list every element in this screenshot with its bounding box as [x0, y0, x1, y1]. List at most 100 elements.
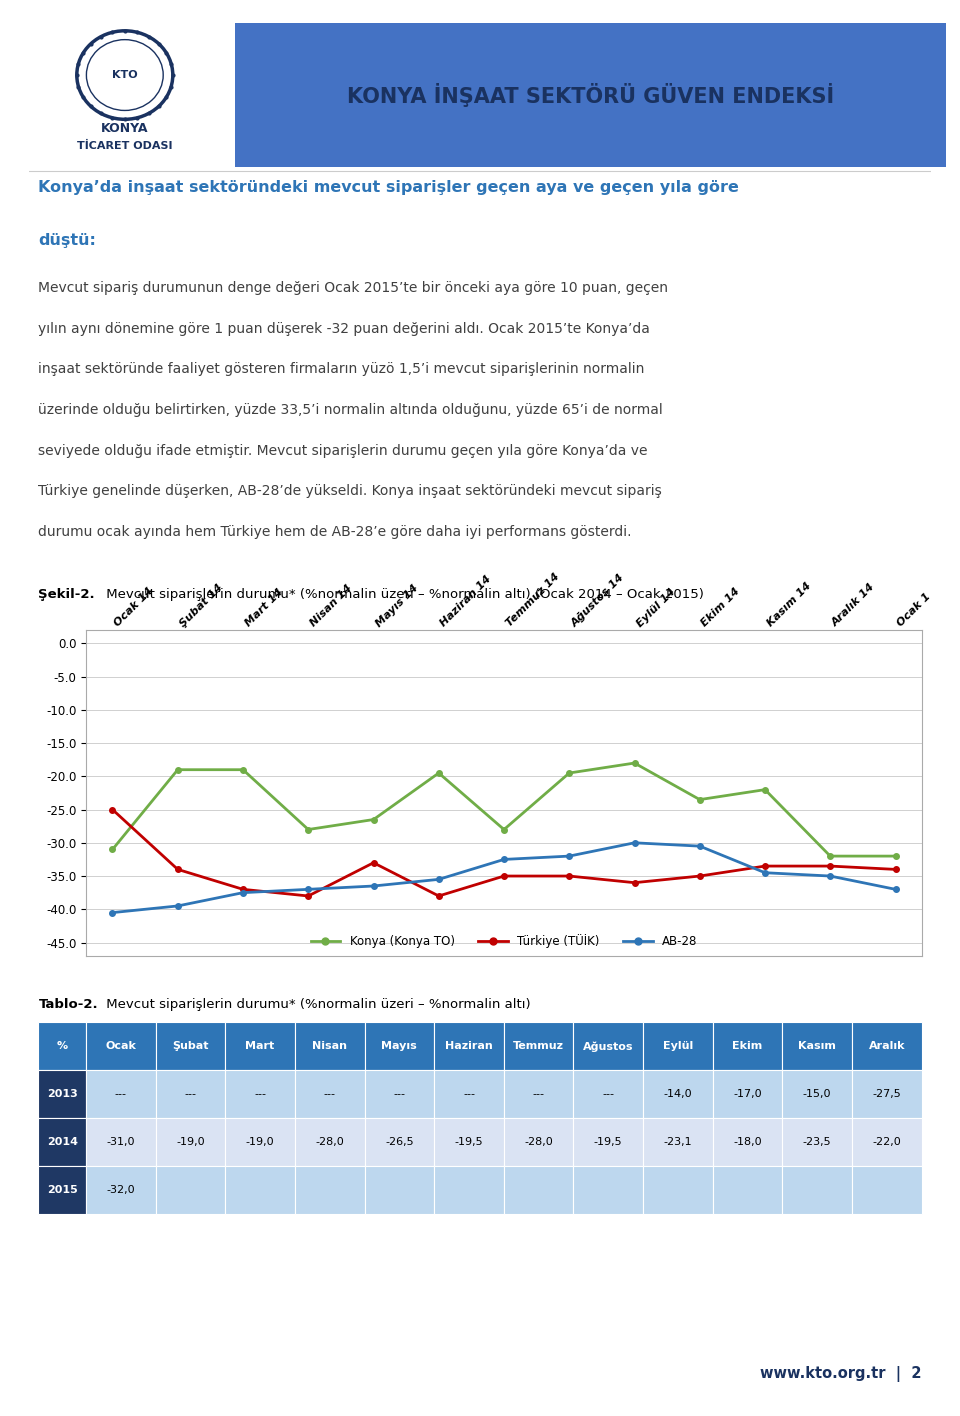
Text: ---: ---	[324, 1089, 336, 1099]
FancyBboxPatch shape	[156, 1165, 226, 1214]
Text: Ekim: Ekim	[732, 1041, 762, 1051]
FancyBboxPatch shape	[38, 1022, 86, 1070]
FancyBboxPatch shape	[573, 1119, 643, 1165]
Text: -19,0: -19,0	[177, 1137, 204, 1147]
FancyBboxPatch shape	[712, 1070, 782, 1119]
FancyBboxPatch shape	[434, 1119, 504, 1165]
Text: Tablo-2.: Tablo-2.	[38, 998, 98, 1011]
Text: Türkiye genelinde düşerken, AB-28’de yükseldi. Konya inşaat sektöründeki mevcut : Türkiye genelinde düşerken, AB-28’de yük…	[38, 484, 662, 498]
FancyBboxPatch shape	[226, 1022, 295, 1070]
FancyBboxPatch shape	[295, 1070, 365, 1119]
FancyBboxPatch shape	[156, 1119, 226, 1165]
FancyBboxPatch shape	[782, 1070, 852, 1119]
Text: 2013: 2013	[47, 1089, 78, 1099]
Text: -28,0: -28,0	[524, 1137, 553, 1147]
FancyBboxPatch shape	[782, 1119, 852, 1165]
Text: KONYA: KONYA	[101, 122, 149, 135]
FancyBboxPatch shape	[434, 1022, 504, 1070]
FancyBboxPatch shape	[434, 1070, 504, 1119]
FancyBboxPatch shape	[226, 1119, 295, 1165]
FancyBboxPatch shape	[295, 1165, 365, 1214]
Text: -15,0: -15,0	[803, 1089, 831, 1099]
FancyBboxPatch shape	[712, 1165, 782, 1214]
FancyBboxPatch shape	[643, 1119, 712, 1165]
Text: -19,0: -19,0	[246, 1137, 275, 1147]
FancyBboxPatch shape	[782, 1165, 852, 1214]
Text: Ocak: Ocak	[106, 1041, 136, 1051]
Text: düştü:: düştü:	[38, 234, 96, 248]
Text: TİCARET ODASI: TİCARET ODASI	[77, 140, 173, 152]
Text: ---: ---	[115, 1089, 127, 1099]
FancyBboxPatch shape	[86, 1165, 156, 1214]
Text: ---: ---	[394, 1089, 405, 1099]
Text: Eylül: Eylül	[662, 1041, 693, 1051]
Text: -22,0: -22,0	[873, 1137, 901, 1147]
FancyBboxPatch shape	[852, 1070, 922, 1119]
FancyBboxPatch shape	[295, 1022, 365, 1070]
Text: ---: ---	[602, 1089, 614, 1099]
Text: ---: ---	[254, 1089, 266, 1099]
FancyBboxPatch shape	[643, 1165, 712, 1214]
FancyBboxPatch shape	[365, 1165, 434, 1214]
FancyBboxPatch shape	[504, 1022, 573, 1070]
Text: Konya’da inşaat sektöründeki mevcut siparişler geçen aya ve geçen yıla göre: Konya’da inşaat sektöründeki mevcut sipa…	[38, 180, 739, 195]
FancyBboxPatch shape	[712, 1022, 782, 1070]
Text: -23,5: -23,5	[803, 1137, 831, 1147]
Legend: Konya (Konya TO), Türkiye (TÜİK), AB-28: Konya (Konya TO), Türkiye (TÜİK), AB-28	[306, 930, 702, 953]
FancyBboxPatch shape	[852, 1022, 922, 1070]
Text: Nisan: Nisan	[312, 1041, 348, 1051]
Text: Mevcut siparişlerin durumu* (%normalin üzeri – %normalin altı) (Ocak 2014 – Ocak: Mevcut siparişlerin durumu* (%normalin ü…	[102, 588, 704, 602]
Text: Şubat: Şubat	[172, 1041, 208, 1051]
FancyBboxPatch shape	[365, 1022, 434, 1070]
FancyBboxPatch shape	[86, 1022, 156, 1070]
Text: üzerinde olduğu belirtirken, yüzde 33,5’i normalin altında olduğunu, yüzde 65’i : üzerinde olduğu belirtirken, yüzde 33,5’…	[38, 404, 663, 416]
FancyBboxPatch shape	[156, 1022, 226, 1070]
FancyBboxPatch shape	[365, 1119, 434, 1165]
FancyBboxPatch shape	[852, 1119, 922, 1165]
FancyBboxPatch shape	[86, 1070, 156, 1119]
FancyBboxPatch shape	[852, 1165, 922, 1214]
FancyBboxPatch shape	[156, 1070, 226, 1119]
FancyBboxPatch shape	[226, 1070, 295, 1119]
Text: Temmuz: Temmuz	[514, 1041, 564, 1051]
FancyBboxPatch shape	[782, 1022, 852, 1070]
FancyBboxPatch shape	[38, 1070, 86, 1119]
Text: Kasım: Kasım	[798, 1041, 836, 1051]
FancyBboxPatch shape	[235, 23, 946, 167]
Text: yılın aynı dönemine göre 1 puan düşerek -32 puan değerini aldı. Ocak 2015’te Kon: yılın aynı dönemine göre 1 puan düşerek …	[38, 321, 650, 336]
Text: inşaat sektöründe faaliyet gösteren firmaların yüzö 1,5’i mevcut siparişlerinin : inşaat sektöründe faaliyet gösteren firm…	[38, 362, 645, 377]
Text: Şekil-2.: Şekil-2.	[38, 588, 95, 602]
FancyBboxPatch shape	[504, 1119, 573, 1165]
Text: Mevcut sipariş durumunun denge değeri Ocak 2015’te bir önceki aya göre 10 puan, : Mevcut sipariş durumunun denge değeri Oc…	[38, 282, 668, 295]
FancyBboxPatch shape	[643, 1070, 712, 1119]
Text: ---: ---	[463, 1089, 475, 1099]
FancyBboxPatch shape	[643, 1022, 712, 1070]
Text: 2014: 2014	[47, 1137, 78, 1147]
Text: -14,0: -14,0	[663, 1089, 692, 1099]
Text: -18,0: -18,0	[733, 1137, 762, 1147]
Text: KONYA İNŞAAT SEKTÖRÜ GÜVEN ENDEKSİ: KONYA İNŞAAT SEKTÖRÜ GÜVEN ENDEKSİ	[347, 84, 834, 106]
FancyBboxPatch shape	[504, 1070, 573, 1119]
Text: Ağustos: Ağustos	[583, 1041, 634, 1052]
FancyBboxPatch shape	[712, 1119, 782, 1165]
Text: -19,5: -19,5	[455, 1137, 483, 1147]
FancyBboxPatch shape	[504, 1165, 573, 1214]
Text: -31,0: -31,0	[107, 1137, 135, 1147]
Text: seviyede olduğu ifade etmiştir. Mevcut siparişlerin durumu geçen yıla göre Konya: seviyede olduğu ifade etmiştir. Mevcut s…	[38, 443, 648, 457]
FancyBboxPatch shape	[573, 1165, 643, 1214]
FancyBboxPatch shape	[295, 1119, 365, 1165]
FancyBboxPatch shape	[226, 1165, 295, 1214]
FancyBboxPatch shape	[38, 1165, 86, 1214]
Text: -17,0: -17,0	[733, 1089, 762, 1099]
Text: -23,1: -23,1	[663, 1137, 692, 1147]
FancyBboxPatch shape	[86, 1119, 156, 1165]
Text: Mevcut siparişlerin durumu* (%normalin üzeri – %normalin altı): Mevcut siparişlerin durumu* (%normalin ü…	[102, 998, 531, 1011]
Text: Haziran: Haziran	[445, 1041, 492, 1051]
Text: 2015: 2015	[47, 1185, 78, 1195]
Text: -19,5: -19,5	[594, 1137, 623, 1147]
Text: www.kto.org.tr  |  2: www.kto.org.tr | 2	[760, 1365, 922, 1382]
FancyBboxPatch shape	[38, 1119, 86, 1165]
Text: durumu ocak ayında hem Türkiye hem de AB-28’e göre daha iyi performans gösterdi.: durumu ocak ayında hem Türkiye hem de AB…	[38, 525, 632, 538]
Text: Mayıs: Mayıs	[381, 1041, 418, 1051]
FancyBboxPatch shape	[434, 1165, 504, 1214]
